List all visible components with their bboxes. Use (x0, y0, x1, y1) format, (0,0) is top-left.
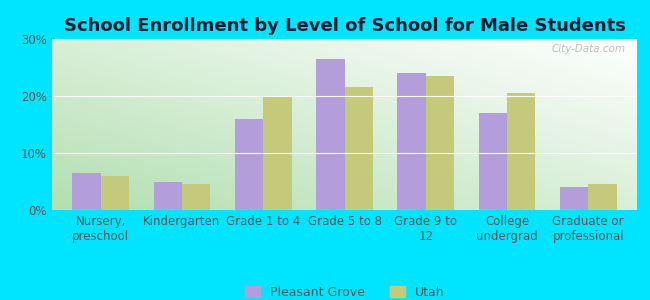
Bar (182, 184, 211, 210)
Bar (101, 176, 129, 210)
Bar (560, 187, 588, 210)
Legend: Pleasant Grove, Utah: Pleasant Grove, Utah (241, 282, 448, 300)
Bar (235, 119, 263, 210)
Text: City-Data.com: City-Data.com (551, 44, 625, 54)
Bar (507, 93, 536, 210)
Title: School Enrollment by Level of School for Male Students: School Enrollment by Level of School for… (64, 17, 625, 35)
Bar (588, 184, 617, 210)
Bar (426, 76, 454, 210)
Bar (397, 73, 426, 210)
Bar (478, 113, 507, 210)
Bar (153, 182, 182, 210)
Bar (263, 96, 292, 210)
Bar (344, 88, 373, 210)
Bar (72, 173, 101, 210)
Bar (316, 59, 344, 210)
